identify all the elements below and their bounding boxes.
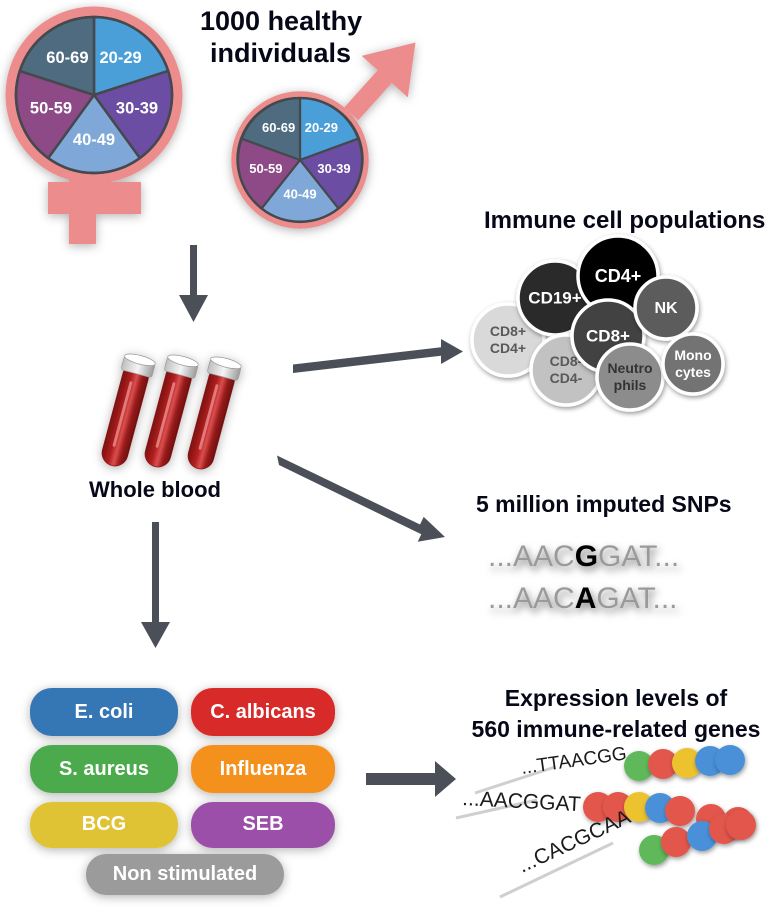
svg-text:30-39: 30-39: [317, 161, 350, 176]
svg-text:...AACGGAT...: ...AACGGAT...: [488, 540, 679, 573]
svg-text:CD8+: CD8+: [586, 326, 630, 345]
svg-text:Neutro: Neutro: [607, 360, 652, 376]
svg-text:S. aureus: S. aureus: [59, 758, 149, 780]
svg-text:30-39: 30-39: [116, 99, 158, 117]
svg-text:Non stimulated: Non stimulated: [113, 863, 257, 885]
svg-text:CD4+: CD4+: [490, 340, 526, 356]
svg-text:Mono: Mono: [674, 347, 711, 363]
svg-text:CD8+: CD8+: [490, 323, 526, 339]
svg-text:560 immune-related genes: 560 immune-related genes: [472, 716, 761, 742]
svg-text:Immune cell populations: Immune cell populations: [484, 207, 765, 234]
svg-text:NK: NK: [654, 300, 678, 317]
svg-text:50-59: 50-59: [249, 161, 282, 176]
svg-text:Expression levels of: Expression levels of: [505, 685, 728, 711]
svg-text:phils: phils: [614, 377, 647, 393]
svg-text:20-29: 20-29: [99, 49, 141, 67]
svg-text:SEB: SEB: [242, 813, 283, 835]
svg-text:60-69: 60-69: [46, 49, 88, 67]
svg-text:5 million imputed SNPs: 5 million imputed SNPs: [476, 491, 732, 517]
svg-text:...AACAGAT...: ...AACAGAT...: [488, 582, 678, 615]
svg-text:40-49: 40-49: [283, 187, 316, 202]
svg-text:CD4+: CD4+: [595, 266, 642, 286]
svg-text:CD4-: CD4-: [550, 370, 583, 386]
svg-text:cytes: cytes: [675, 364, 711, 380]
svg-text:CD19+: CD19+: [528, 288, 581, 307]
svg-text:1000 healthy: 1000 healthy: [200, 6, 362, 36]
svg-text:60-69: 60-69: [262, 120, 295, 135]
svg-text:individuals: individuals: [210, 38, 351, 68]
svg-text:Whole blood: Whole blood: [89, 477, 221, 502]
svg-text:BCG: BCG: [82, 813, 126, 835]
svg-text:E. coli: E. coli: [75, 701, 134, 723]
svg-text:C. albicans: C. albicans: [210, 701, 316, 723]
svg-text:50-59: 50-59: [30, 99, 72, 117]
svg-text:Influenza: Influenza: [220, 758, 308, 780]
svg-text:40-49: 40-49: [73, 131, 115, 149]
svg-text:20-29: 20-29: [305, 120, 338, 135]
